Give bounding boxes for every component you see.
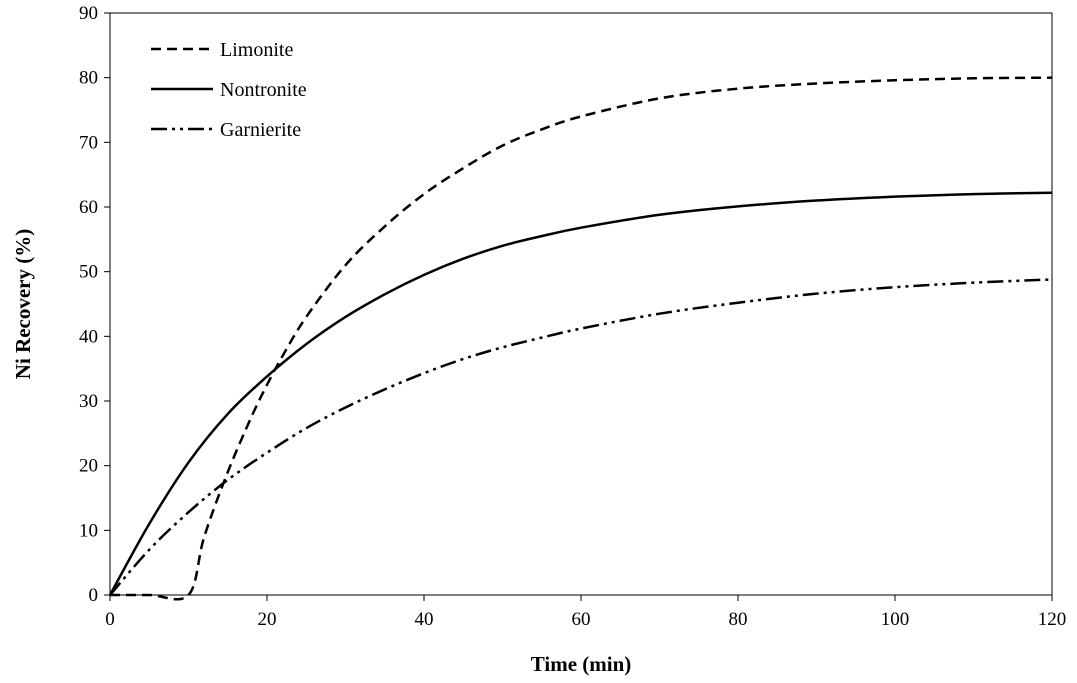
y-tick-label: 40 <box>79 326 98 347</box>
y-tick-label: 0 <box>89 585 99 606</box>
y-axis: 0 10 20 30 40 50 60 70 80 90 <box>79 3 110 606</box>
legend: Limonite Nontronite Garnierite <box>151 39 307 141</box>
y-tick-label: 60 <box>79 197 98 218</box>
series-line-limonite <box>110 78 1052 600</box>
y-tick-label: 20 <box>79 456 98 477</box>
x-tick-label: 80 <box>729 609 748 630</box>
x-tick-label: 100 <box>881 609 910 630</box>
series-line-nontronite <box>110 193 1052 595</box>
y-axis-title: Ni Recovery (%) <box>11 229 35 379</box>
x-tick-label: 40 <box>415 609 434 630</box>
x-tick-label: 20 <box>258 609 277 630</box>
x-tick-label: 0 <box>105 609 115 630</box>
series-layer <box>110 78 1052 600</box>
x-tick-label: 60 <box>572 609 591 630</box>
y-tick-label: 50 <box>79 262 98 283</box>
y-tick-label: 90 <box>79 3 98 24</box>
y-tick-label: 70 <box>79 132 98 153</box>
x-tick-label: 120 <box>1038 609 1067 630</box>
legend-label-nontronite: Nontronite <box>220 79 307 101</box>
x-axis-title: Time (min) <box>531 652 632 676</box>
series-line-garnierite <box>110 279 1052 595</box>
y-tick-label: 30 <box>79 391 98 412</box>
x-axis: 0 20 40 60 80 100 120 <box>105 595 1066 630</box>
legend-label-garnierite: Garnierite <box>220 119 301 141</box>
legend-label-limonite: Limonite <box>220 39 293 61</box>
y-tick-label: 80 <box>79 68 98 89</box>
y-tick-label: 10 <box>79 520 98 541</box>
